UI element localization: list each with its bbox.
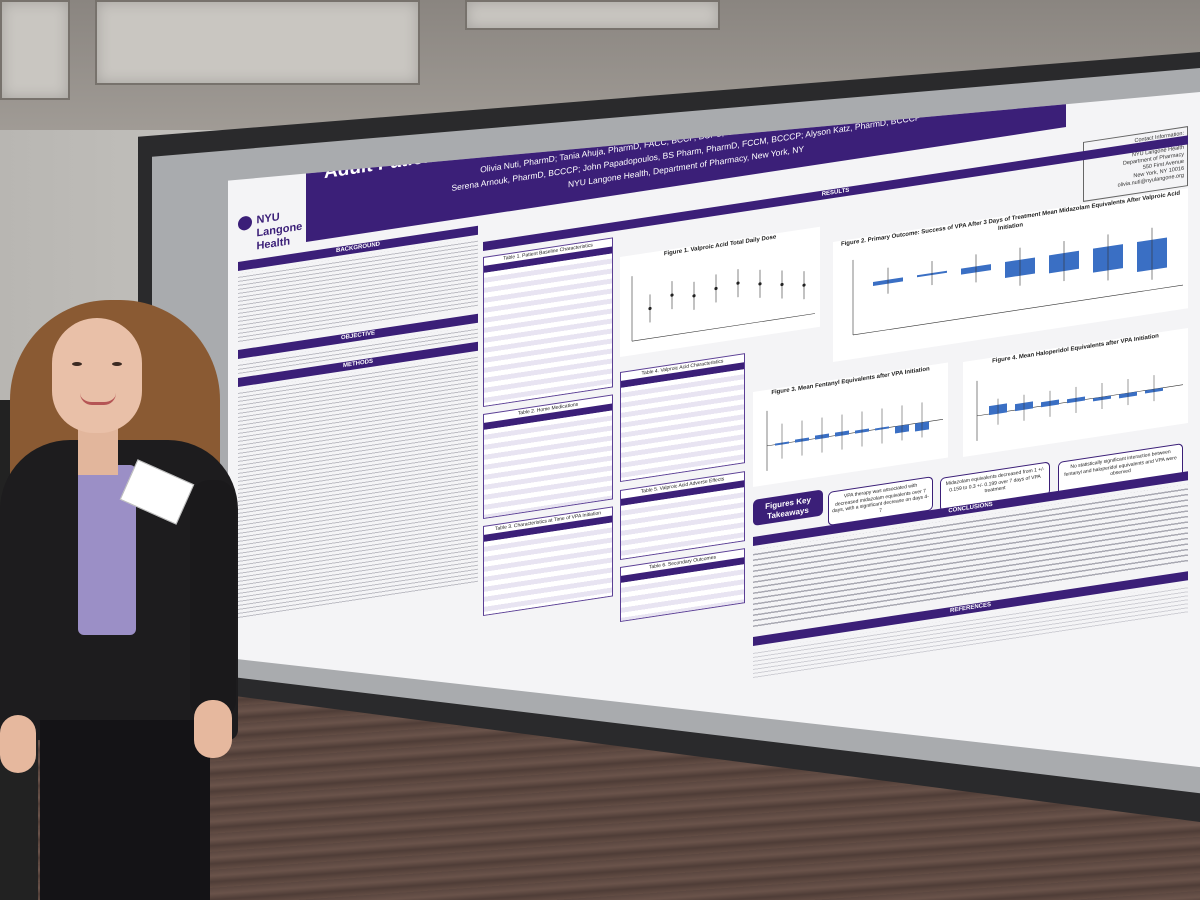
person-arm: [190, 480, 236, 720]
person-hand: [194, 700, 232, 758]
ceiling-panel: [0, 0, 70, 100]
person-neck: [78, 425, 118, 475]
nyu-logo-icon: [238, 215, 252, 232]
research-poster: NYU Langone Health Evaluation of Valproi…: [228, 92, 1200, 768]
ceiling-panel: [95, 0, 420, 85]
figure-3-plot: [766, 402, 943, 471]
table-rows: [484, 410, 612, 518]
person-hand: [0, 715, 36, 773]
person-eye: [72, 362, 82, 366]
figure-3: Figure 3. Mean Fentanyl Equivalents afte…: [753, 362, 948, 487]
ceiling-panel: [465, 0, 720, 30]
figure-2: Figure 2. Primary Outcome: Success of VP…: [833, 188, 1188, 362]
table-6: Table 6. Secondary Outcomes: [620, 548, 745, 622]
table-rows: [621, 369, 744, 481]
nyu-logo: NYU Langone Health: [238, 207, 308, 258]
table-4: Table 4. Valproic Acid Characteristics: [620, 353, 745, 482]
figure-4: Figure 4. Mean Haloperidol Equivalents a…: [963, 327, 1188, 457]
figure-4-plot: [976, 375, 1183, 441]
key-takeaways-title: Figures Key Takeaways: [753, 489, 823, 526]
logo-text: NYU Langone Health: [256, 210, 303, 253]
figure-1: Figure 1. Valproic Acid Total Daily Dose: [620, 226, 820, 357]
table-1: Table 1. Patient Baseline Characteristic…: [483, 237, 613, 407]
person-face: [52, 318, 142, 433]
fig1-point: [736, 281, 740, 285]
figure-2-plot: [852, 227, 1183, 336]
person-smile: [80, 393, 116, 405]
table-3: Table 3. Characteristics at Time of VPA …: [483, 506, 613, 616]
fig1-point: [780, 282, 784, 287]
fig1-point: [670, 293, 674, 297]
table-5: Table 5. Valproic Acid Adverse Effects: [620, 471, 745, 560]
fig1-point: [714, 286, 718, 291]
fig1-point: [648, 306, 652, 311]
person-eye: [112, 362, 122, 366]
figure-1-plot: [631, 269, 815, 342]
methods-text: [238, 353, 478, 620]
fig1-point: [692, 294, 696, 298]
table-rows: [484, 253, 612, 406]
fig1-point: [802, 283, 806, 287]
fig1-point: [758, 282, 762, 286]
table-2: Table 2. Home Medications: [483, 394, 613, 519]
person-pants: [40, 720, 210, 900]
